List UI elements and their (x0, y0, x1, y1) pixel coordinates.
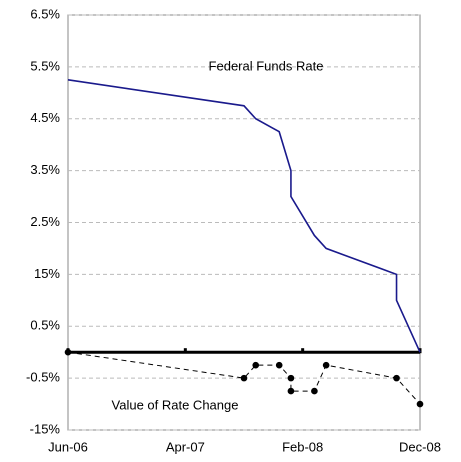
point (287, 387, 295, 395)
annotation: Value of Rate Change (112, 397, 239, 412)
series-line (67, 79, 421, 353)
x-tick-label: Feb-08 (282, 439, 323, 454)
point (240, 374, 248, 382)
point (393, 374, 400, 382)
y-tick-label: 5.5% (30, 58, 60, 73)
x-tick-label: Jun-06 (48, 439, 88, 454)
series-line (67, 351, 421, 405)
point (311, 387, 318, 395)
y-tick-label: -0.5% (26, 370, 60, 385)
point (252, 361, 260, 369)
point (275, 361, 283, 369)
y-tick-label: 0.5% (30, 318, 60, 333)
point (64, 348, 72, 356)
y-tick-label: 2.5% (30, 214, 60, 229)
y-tick-label: 3.5% (30, 162, 60, 177)
y-tick-label: 6.5% (30, 6, 60, 21)
point (287, 374, 295, 382)
y-tick-label: 15% (34, 266, 60, 281)
x-tick-label: Dec-08 (399, 439, 441, 454)
point (416, 400, 424, 408)
annotation: Federal Funds Rate (209, 58, 324, 73)
y-tick-label: 4.5% (30, 110, 60, 125)
point (322, 361, 330, 369)
y-tick-label: -15% (30, 421, 61, 436)
x-tick-label: Apr-07 (166, 439, 205, 454)
